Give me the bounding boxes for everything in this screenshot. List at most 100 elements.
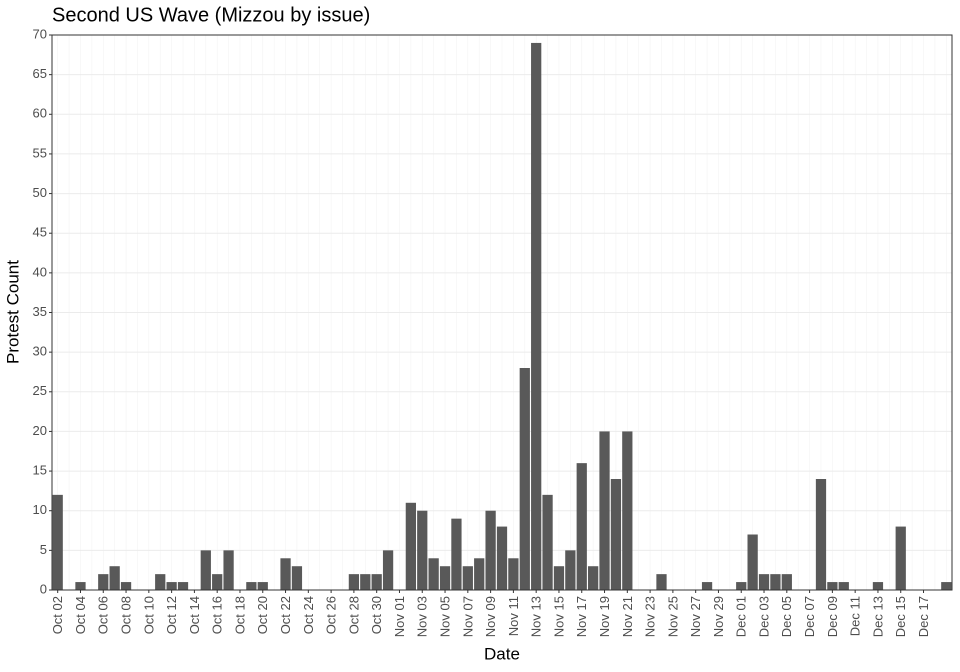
bar (223, 550, 234, 590)
x-tick-label: Oct 22 (278, 596, 293, 634)
x-tick-label: Nov 09 (483, 596, 498, 637)
x-tick-label: Oct 24 (301, 596, 316, 634)
x-tick-label: Oct 08 (118, 596, 133, 634)
bar (496, 526, 508, 590)
x-tick-label: Dec 11 (848, 596, 863, 636)
bar (291, 566, 303, 590)
x-tick-label: Nov 05 (437, 596, 452, 637)
bar (200, 550, 211, 590)
bar (177, 582, 189, 590)
x-tick-label: Nov 15 (551, 596, 566, 637)
bar (553, 566, 565, 590)
bar (417, 510, 428, 590)
x-tick-label: Oct 30 (369, 596, 384, 634)
x-tick-label: Nov 01 (392, 596, 407, 637)
bar (519, 368, 530, 590)
bar (52, 494, 63, 590)
x-tick-label: Oct 26 (324, 596, 339, 634)
bar (109, 566, 120, 590)
x-tick-label: Dec 07 (802, 596, 817, 637)
x-axis-label: Date (484, 644, 520, 663)
x-tick-label: Nov 13 (529, 596, 544, 637)
y-tick-label: 60 (33, 106, 47, 121)
x-tick-label: Nov 27 (688, 596, 703, 637)
plot-border (51, 34, 953, 591)
bar (382, 550, 394, 590)
bar (75, 582, 86, 590)
x-tick-label: Nov 21 (620, 596, 635, 637)
x-tick-label: Nov 17 (574, 596, 589, 637)
bar (360, 574, 371, 590)
bar (428, 558, 439, 590)
x-tick-label: Dec 01 (734, 596, 749, 637)
y-tick-label: 70 (33, 26, 47, 41)
x-tick-label: Nov 25 (665, 596, 680, 637)
bar (736, 582, 747, 590)
x-tick-label: Dec 17 (916, 596, 931, 637)
x-tick-label: Nov 11 (506, 596, 521, 636)
bar (166, 582, 177, 590)
x-tick-label: Oct 28 (346, 596, 361, 634)
x-tick-label: Oct 02 (50, 596, 65, 634)
bar (257, 582, 268, 590)
y-tick-label: 50 (33, 185, 47, 200)
x-tick-label: Oct 18 (232, 596, 247, 634)
x-tick-label: Dec 13 (870, 596, 885, 637)
bar (531, 42, 542, 590)
bar (348, 574, 360, 590)
y-tick-label: 55 (33, 145, 47, 160)
x-tick-label: Nov 07 (460, 596, 475, 637)
bar (462, 566, 473, 590)
bar (371, 574, 382, 590)
chart-title: Second US Wave (Mizzou by issue) (52, 4, 370, 26)
bar (758, 574, 770, 590)
bar (246, 582, 257, 590)
bar (565, 550, 576, 590)
bar (280, 558, 291, 590)
bar (610, 479, 622, 590)
bar (576, 463, 587, 590)
x-tick-label: Oct 04 (73, 596, 88, 634)
x-tick-label: Oct 12 (164, 596, 179, 634)
bar (815, 479, 827, 590)
y-axis-label: Protest Count (3, 260, 22, 364)
bar (747, 534, 758, 590)
x-tick-label: Oct 06 (96, 596, 111, 634)
bar (212, 574, 223, 590)
bar (941, 582, 952, 590)
x-tick-label: Nov 23 (643, 596, 658, 637)
bar (155, 574, 166, 590)
bar (895, 526, 906, 590)
bar (508, 558, 519, 590)
y-tick-label: 0 (40, 581, 47, 596)
bar (701, 582, 713, 590)
x-tick-label: Oct 10 (141, 596, 156, 634)
bar (827, 582, 838, 590)
y-tick-label: 65 (33, 66, 47, 81)
y-tick-label: 35 (33, 304, 47, 319)
y-tick-label: 30 (33, 344, 47, 359)
y-tick-label: 25 (33, 383, 47, 398)
bar (542, 494, 553, 590)
bar (781, 574, 792, 590)
bar (485, 510, 496, 590)
y-tick-label: 45 (33, 225, 47, 240)
x-tick-label: Oct 20 (255, 596, 270, 634)
y-tick-label: 10 (33, 502, 47, 517)
bar (838, 582, 849, 590)
bar (405, 502, 416, 590)
bar (770, 574, 781, 590)
x-tick-label: Nov 29 (711, 596, 726, 637)
bar (588, 566, 599, 590)
x-tick-label: Nov 03 (415, 596, 430, 637)
bar (622, 431, 633, 590)
x-tick-label: Nov 19 (597, 596, 612, 637)
x-tick-label: Dec 05 (779, 596, 794, 637)
y-tick-label: 5 (40, 542, 47, 557)
bar (474, 558, 485, 590)
x-tick-label: Oct 14 (187, 596, 202, 634)
bar (451, 518, 462, 590)
bar (599, 431, 610, 590)
bar (872, 582, 884, 590)
